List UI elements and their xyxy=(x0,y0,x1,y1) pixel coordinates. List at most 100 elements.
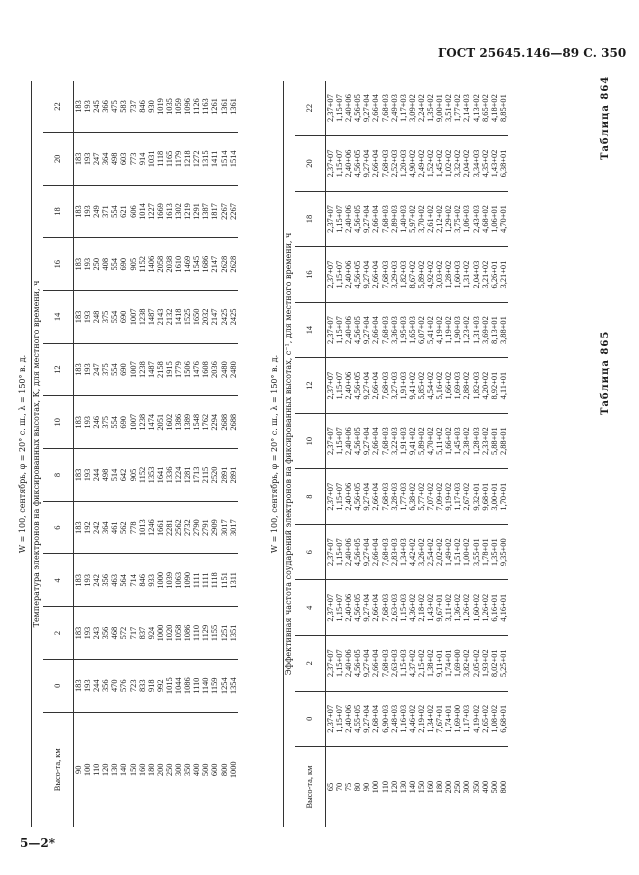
value-cell: 7,68+03 xyxy=(380,81,390,136)
value-cell: 2688 xyxy=(219,395,229,449)
value-cell: 2480 xyxy=(228,343,238,396)
value-cell: 1,06+01 xyxy=(489,191,499,247)
value-cell: 4,56+05 xyxy=(353,357,363,414)
value-cell: 2628 xyxy=(228,237,238,291)
table-row: 140 4,46+02 4,37+02 4,36+02 4,42+02 6,38+02 9,… xyxy=(407,81,417,827)
table-row: 130 1,16+03 1,15+03 1,15+03 1,34+03 1,77+03 1,… xyxy=(398,81,408,827)
value-cell: 6,38+02 xyxy=(407,468,417,525)
value-cell: 1686 xyxy=(201,237,211,291)
value-cell: 1,31+02 xyxy=(462,246,472,303)
value-cell: 2147 xyxy=(210,237,220,291)
value-cell: 4,70+02 xyxy=(426,413,436,469)
table-row: 150 2,19+02 2,15+02 2,18+02 3,26+02 5,77+02 5,… xyxy=(416,81,427,827)
value-cell: 9,27+04 xyxy=(362,635,372,692)
value-cell: 9,35+00 xyxy=(498,524,508,580)
value-cell: 246 xyxy=(92,395,102,449)
value-cell: 1219 xyxy=(183,185,193,238)
value-cell: 183 xyxy=(73,132,84,186)
value-cell: 375 xyxy=(101,290,111,344)
value-cell: 193 xyxy=(83,606,93,660)
height-cell: 180 xyxy=(146,763,156,777)
value-cell: 2,04+02 xyxy=(462,135,472,192)
value-cell: 2,63+03 xyxy=(389,635,399,692)
value-cell: 5,41+02 xyxy=(426,302,436,358)
value-cell: 366 xyxy=(101,81,111,133)
height-cell: 120 xyxy=(389,780,399,794)
height-cell: 800 xyxy=(498,780,508,794)
hour-header: 4 xyxy=(43,554,74,607)
value-cell: 554 xyxy=(110,185,120,238)
value-cell: 1,43+02 xyxy=(489,135,499,192)
height-cell: 1000 xyxy=(228,761,238,779)
value-cell: 3,34+03 xyxy=(471,135,481,192)
value-cell: 1779 xyxy=(174,343,184,396)
value-cell: 9,41+02 xyxy=(407,357,417,414)
value-cell: 2,05+02 xyxy=(471,635,481,692)
value-cell: 992 xyxy=(155,659,165,713)
value-cell: 1315 xyxy=(201,132,211,186)
value-cell: 1110 xyxy=(192,606,202,660)
value-cell: 514 xyxy=(110,448,120,502)
value-cell: 1,93+02 xyxy=(480,635,490,692)
table-row: 110 6,90+03 7,68+03 7,68+03 7,68+03 7,68+03 7,… xyxy=(380,81,390,827)
value-cell: 833 xyxy=(137,659,147,713)
value-cell: 7,67+01 xyxy=(435,691,445,747)
table-865-body: 65 2,37+07 2,37+07 2,37+07 2,37+07 2,37+07 2,3… xyxy=(325,81,508,827)
table-864-header-row: Высо-та, км 0 2 4 6 8 10 12 14 16 18 20 22 xyxy=(43,81,74,827)
value-cell: 1,45+02 xyxy=(435,135,445,192)
value-cell: 2,40+06 xyxy=(344,81,354,136)
value-cell: 1238 xyxy=(137,290,147,344)
value-cell: 1007 xyxy=(128,343,138,396)
value-cell: 2,40+06 xyxy=(344,635,354,692)
value-cell: 2,66+04 xyxy=(371,579,381,636)
table-row: 120 2,48+03 2,63+03 2,63+03 2,83+03 3,28+03 3,… xyxy=(389,81,399,827)
value-cell: 4,92+02 xyxy=(426,246,436,303)
value-cell: 2,40+06 xyxy=(344,524,354,580)
value-cell: 3,03+02 xyxy=(435,246,445,303)
table-864-height-header: Высо-та, км xyxy=(43,712,74,827)
value-cell: 1,00+02 xyxy=(462,524,472,580)
table-row: 350 4,19+02 2,05+02 1,60+02 3,55+01 9,32+01 1,… xyxy=(471,81,481,827)
value-cell: 1044 xyxy=(174,659,184,713)
value-cell: 5,89+02 xyxy=(416,413,427,469)
table-865-title: W = 100, сентябрь, φ = 20° с. ш., λ = 15… xyxy=(270,354,279,554)
value-cell: 2038 xyxy=(164,237,175,291)
value-cell: 1,15+07 xyxy=(335,81,345,136)
value-cell: 717 xyxy=(128,606,138,660)
value-cell: 2,14+03 xyxy=(462,81,472,136)
value-cell: 4,46+02 xyxy=(407,691,417,747)
value-cell: 1152 xyxy=(137,448,147,502)
table-865-subtitle: Эффективная частота соударений электроно… xyxy=(283,81,293,827)
value-cell: 9,27+04 xyxy=(362,357,372,414)
value-cell: 3,00+01 xyxy=(489,468,499,525)
hour-header: 6 xyxy=(43,501,74,554)
value-cell: 356 xyxy=(101,606,111,660)
value-cell: 690 xyxy=(119,395,129,449)
value-cell: 690 xyxy=(119,343,129,396)
value-cell: 193 xyxy=(83,132,93,186)
value-cell: 2,66+04 xyxy=(371,302,381,358)
value-cell: 364 xyxy=(101,132,111,186)
height-cell: 300 xyxy=(462,780,472,794)
value-cell: 905 xyxy=(128,237,138,291)
value-cell: 2032 xyxy=(201,290,211,344)
value-cell: 1361 xyxy=(228,81,238,133)
value-cell: 1014 xyxy=(137,185,147,238)
value-cell: 1669 xyxy=(155,185,165,238)
value-cell: 2058 xyxy=(155,237,165,291)
value-cell: 3,28+03 xyxy=(389,468,399,525)
value-cell: 2,63+03 xyxy=(389,579,399,636)
value-cell: 2,48+03 xyxy=(389,691,399,747)
value-cell: 1,15+07 xyxy=(335,191,345,247)
value-cell: 2520 xyxy=(210,448,220,502)
value-cell: 2,37+07 xyxy=(325,691,336,747)
value-cell: 193 xyxy=(83,554,93,607)
value-cell: 245 xyxy=(92,81,102,133)
value-cell: 1129 xyxy=(201,606,211,660)
height-cell: 500 xyxy=(489,780,499,794)
value-cell: 7,68+03 xyxy=(380,468,390,525)
value-cell: 2,37+07 xyxy=(325,524,336,580)
table-row: 75 2,40+06 2,40+06 2,40+06 2,40+06 2,40+06 2,4… xyxy=(344,81,354,827)
value-cell: 2,40+06 xyxy=(344,468,354,525)
value-cell: 4,56+05 xyxy=(353,302,363,358)
